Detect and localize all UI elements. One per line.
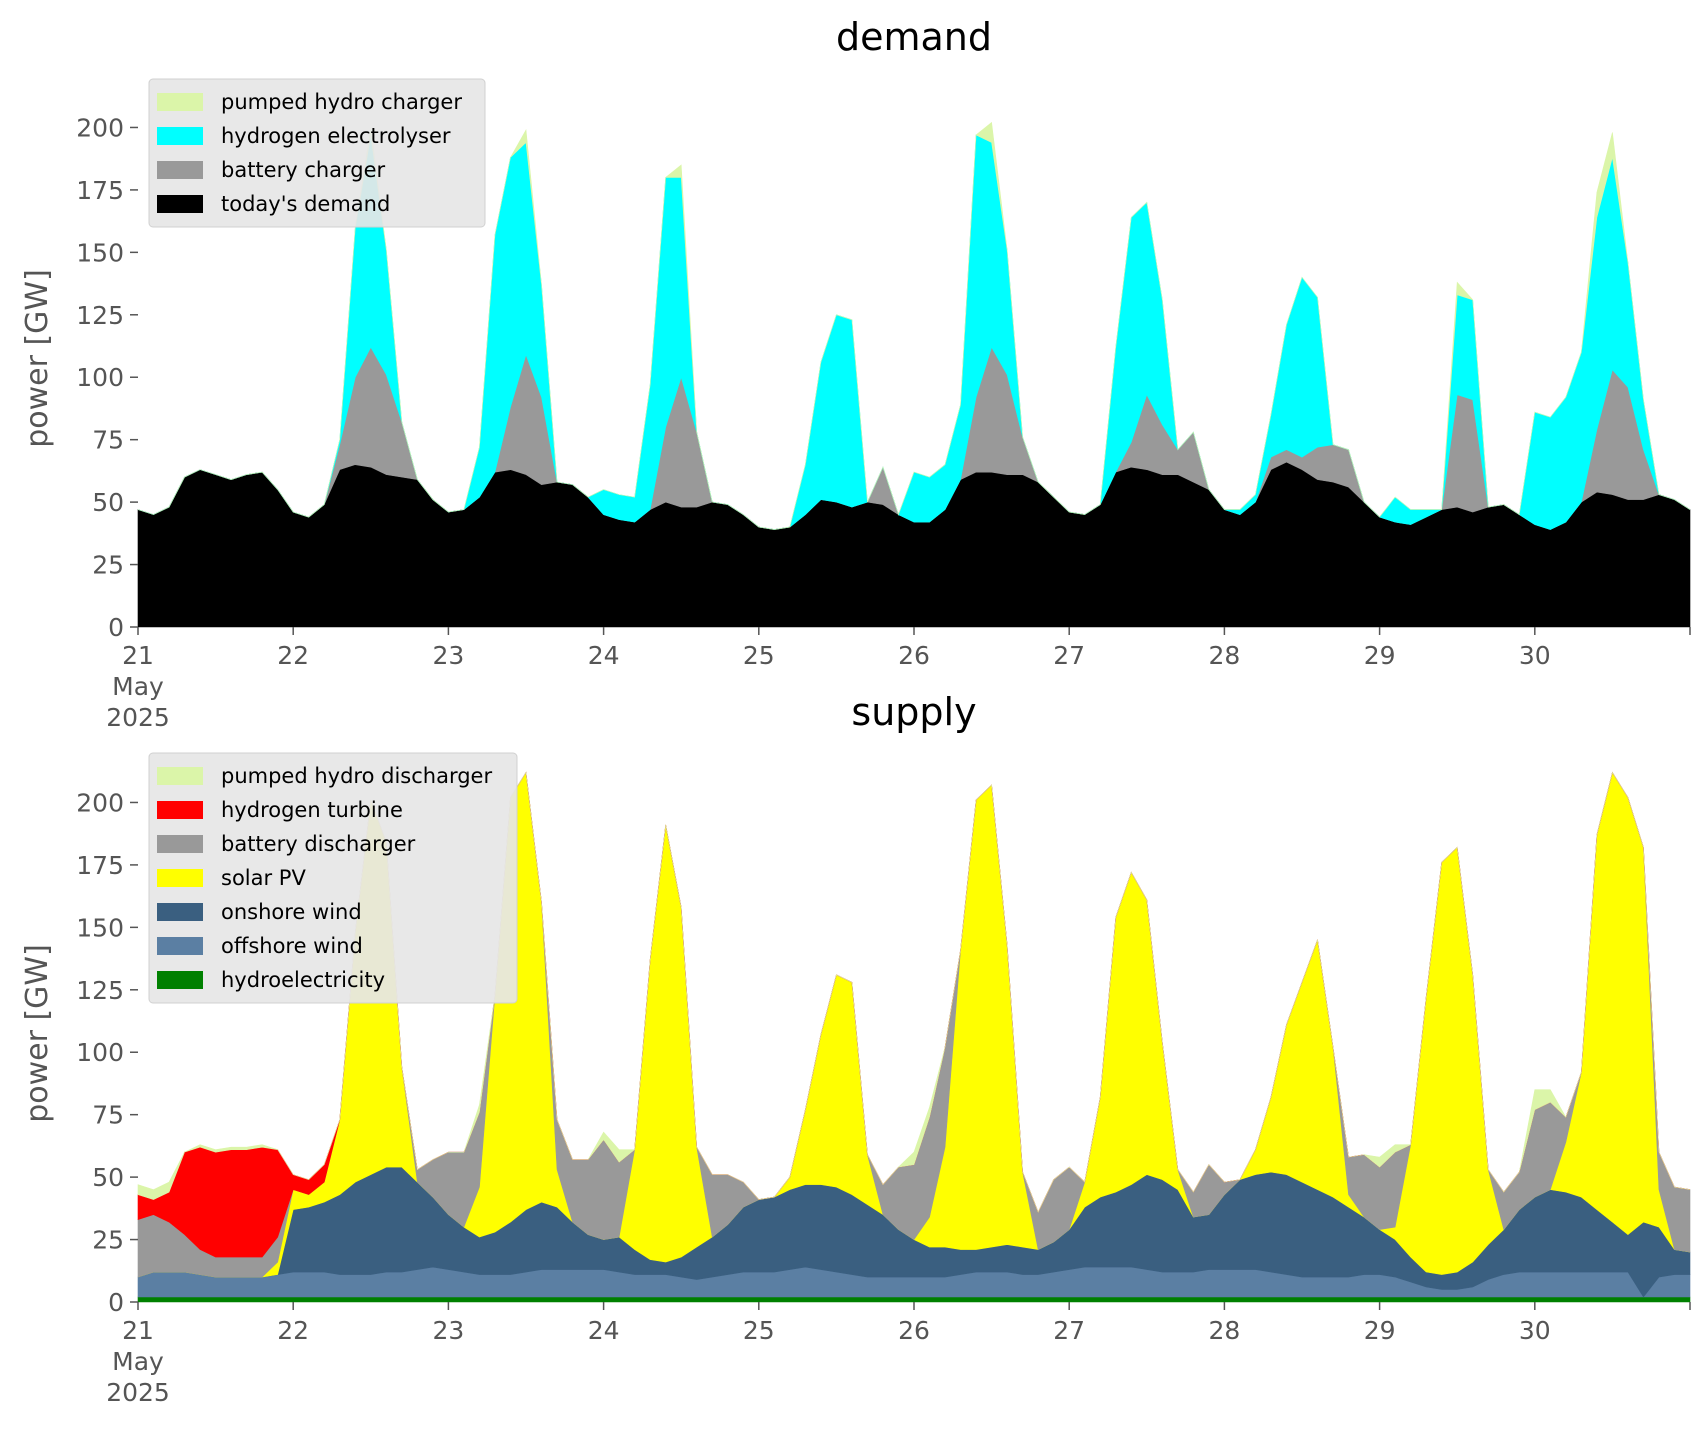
legend-label: today's demand (221, 192, 390, 216)
x-tick-label: 24 (588, 1316, 620, 1345)
x-tick-sublabel: May (112, 672, 164, 701)
y-tick-label: 100 (76, 1038, 124, 1067)
x-tick-label: 23 (432, 641, 464, 670)
y-tick-label: 75 (92, 426, 124, 455)
x-tick-label: 21 (122, 641, 154, 670)
legend-swatch-today-s-demand (157, 195, 203, 213)
legend-box (148, 78, 486, 228)
area-series-pumped-hydro-charger (137, 121, 1691, 530)
x-tick-label: 25 (743, 1316, 775, 1345)
y-tick-label: 100 (76, 363, 124, 392)
x-tick-label: 24 (588, 641, 620, 670)
legend-swatch-offshore-wind (157, 937, 203, 955)
legend-label: hydrogen electrolyser (221, 124, 451, 148)
area-series-pumped-hydro-discharger (137, 771, 1691, 1213)
y-tick-label: 175 (76, 851, 124, 880)
x-tick-label: 26 (898, 641, 930, 670)
x-tick-sublabel: 2025 (106, 703, 170, 732)
y-tick-label: 50 (92, 1163, 124, 1192)
y-tick-label: 125 (76, 301, 124, 330)
legend-swatch-hydrogen-turbine (157, 801, 203, 819)
x-tick-label: 22 (277, 1316, 309, 1345)
x-tick-label: 27 (1053, 1316, 1085, 1345)
y-tick-label: 25 (92, 551, 124, 580)
x-tick-label: 21 (122, 1316, 154, 1345)
y-tick-label: 0 (108, 613, 124, 642)
x-tick-label: 28 (1208, 641, 1240, 670)
legend-swatch-hydrogen-electrolyser (157, 127, 203, 145)
legend-label: offshore wind (221, 934, 363, 958)
legend-box (148, 752, 518, 1004)
x-tick-label: 25 (743, 641, 775, 670)
x-tick-label: 30 (1519, 641, 1551, 670)
chart-title: demand (836, 15, 992, 59)
y-tick-label: 200 (76, 788, 124, 817)
y-tick-label: 75 (92, 1101, 124, 1130)
y-tick-label: 150 (76, 913, 124, 942)
area-series-hydroelectricity (137, 1296, 1691, 1303)
legend-label: onshore wind (221, 900, 362, 924)
y-tick-label: 175 (76, 176, 124, 205)
legend-swatch-onshore-wind (157, 903, 203, 921)
chart-title: supply (851, 690, 976, 734)
legend-label: hydrogen turbine (221, 798, 403, 822)
legend-swatch-pumped-hydro-discharger (157, 767, 203, 785)
y-axis-label: power [GW] (20, 944, 55, 1123)
legend-swatch-pumped-hydro-charger (157, 93, 203, 111)
legend-swatch-hydroelectricity (157, 971, 203, 989)
x-tick-label: 23 (432, 1316, 464, 1345)
x-tick-label: 30 (1519, 1316, 1551, 1345)
y-tick-label: 125 (76, 976, 124, 1005)
chart-panel-supply: supply 0 25 50 75 100 125 150 175 200 21 22 23 24 25 26… (20, 690, 1691, 1407)
legend-swatch-solar-pv (157, 869, 203, 887)
x-tick-label: 27 (1053, 641, 1085, 670)
legend-label: solar PV (221, 866, 306, 890)
x-tick-label: 22 (277, 641, 309, 670)
legend-swatch-battery-charger (157, 161, 203, 179)
legend-label: pumped hydro charger (221, 90, 462, 114)
y-tick-label: 25 (92, 1226, 124, 1255)
x-tick-label: 29 (1364, 1316, 1396, 1345)
y-tick-label: 50 (92, 488, 124, 517)
legend-label: battery discharger (221, 832, 416, 856)
x-tick-label: 29 (1364, 641, 1396, 670)
y-axis-label: power [GW] (20, 269, 55, 448)
x-tick-sublabel: May (112, 1347, 164, 1376)
chart-panel-demand: demand 0 25 50 75 100 125 150 175 200 21 22 23 24 25 26… (20, 15, 1691, 732)
legend-label: hydroelectricity (221, 968, 385, 992)
x-tick-label: 26 (898, 1316, 930, 1345)
legend-label: pumped hydro discharger (221, 764, 492, 788)
legend-swatch-battery-discharger (157, 835, 203, 853)
y-tick-label: 200 (76, 113, 124, 142)
legend-label: battery charger (221, 158, 386, 182)
y-tick-label: 150 (76, 238, 124, 267)
x-tick-label: 28 (1208, 1316, 1240, 1345)
y-tick-label: 0 (108, 1288, 124, 1317)
x-tick-sublabel: 2025 (106, 1378, 170, 1407)
